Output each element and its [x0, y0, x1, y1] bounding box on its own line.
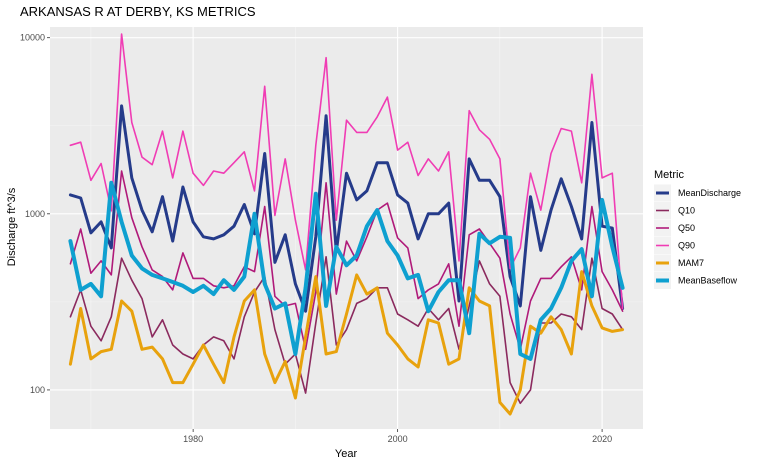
legend-label-mam7: MAM7 — [678, 258, 704, 268]
series-line-meanbaseflow — [68, 180, 625, 361]
x-axis: 1980 2000 2020 — [183, 429, 612, 444]
legend-label-q50: Q50 — [678, 223, 695, 233]
legend-label-q90: Q90 — [678, 241, 695, 251]
x-tick-label: 2020 — [592, 434, 612, 444]
legend-label-meandischarge: MeanDischarge — [678, 188, 741, 198]
y-tick-label: 1000 — [25, 209, 45, 219]
y-tick-label: 100 — [30, 385, 45, 395]
y-tick-label: 10000 — [20, 33, 45, 43]
legend: Metric MeanDischarge Q10 Q50 Q90 MAM7 MeanBas… — [654, 169, 741, 289]
x-axis-title: Year — [335, 448, 358, 460]
y-axis: 100 1000 10000 — [20, 33, 50, 395]
legend-title: Metric — [654, 169, 684, 181]
series-line-mam7 — [68, 270, 625, 416]
series-layer — [68, 33, 625, 416]
x-tick-label: 1980 — [183, 434, 203, 444]
x-tick-label: 2000 — [388, 434, 408, 444]
series-line-q10 — [69, 255, 624, 405]
chart-title: ARKANSAS R AT DERBY, KS METRICS — [20, 4, 256, 19]
legend-label-q10: Q10 — [678, 206, 695, 216]
series-line-q90 — [69, 33, 624, 310]
y-axis-title: Discharge ft^3/s — [6, 187, 18, 266]
plot-panel — [50, 27, 643, 429]
legend-label-meanbaseflow: MeanBaseflow — [678, 276, 738, 286]
series-line-meandischarge — [68, 104, 625, 313]
